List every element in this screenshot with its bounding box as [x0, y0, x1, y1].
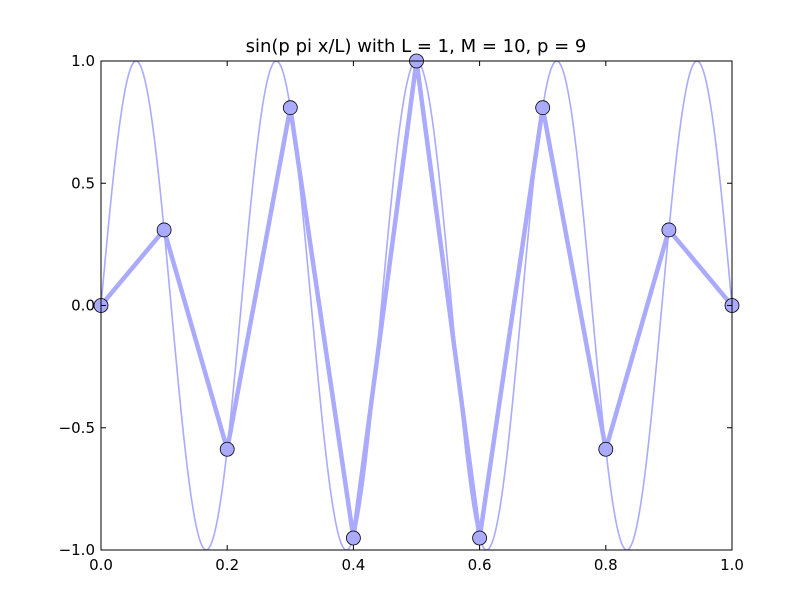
y-tick-label: −0.5	[59, 419, 95, 437]
x-tick-label: 0.6	[468, 556, 492, 574]
data-point-marker	[282, 100, 298, 116]
y-tick-label: 1.0	[71, 52, 95, 70]
data-point-marker	[661, 222, 677, 238]
x-tick-label: 1.0	[720, 556, 744, 574]
data-point-marker	[535, 100, 551, 116]
series-sampled-line	[101, 61, 732, 541]
y-tick-label: −1.0	[59, 541, 95, 559]
data-point-marker	[156, 222, 172, 238]
data-point-marker	[219, 441, 235, 457]
chart-title: sin(p pi x/L) with L = 1, M = 10, p = 9	[246, 36, 587, 57]
x-tick-label: 0.8	[594, 556, 618, 574]
x-tick-label: 0.0	[89, 556, 113, 574]
data-point-marker	[472, 530, 488, 546]
x-tick-label: 0.4	[341, 556, 365, 574]
data-point-marker	[345, 530, 361, 546]
x-tick-label: 0.2	[215, 556, 239, 574]
data-point-marker	[598, 441, 614, 457]
y-tick-label: 0.5	[71, 174, 95, 192]
axes-frame	[100, 60, 733, 551]
plot-area: 0.0 0.2 0.4 0.6 0.8 1.0 −1.0 −0.5 0.0 0.5 1.0	[59, 52, 744, 574]
y-tick-label: 0.0	[71, 297, 95, 315]
series-continuous-line	[101, 61, 732, 550]
